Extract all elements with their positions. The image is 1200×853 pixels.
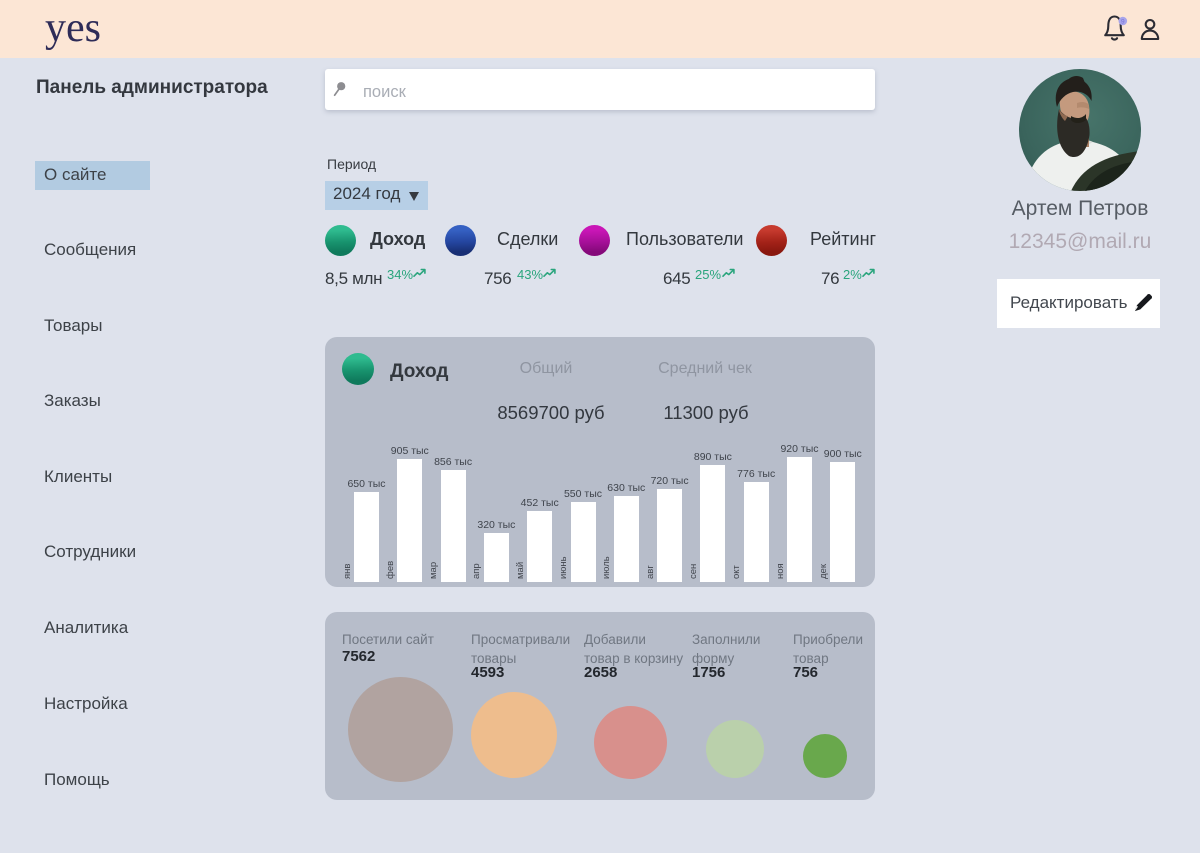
svg-text:9: 9 (1121, 18, 1125, 25)
